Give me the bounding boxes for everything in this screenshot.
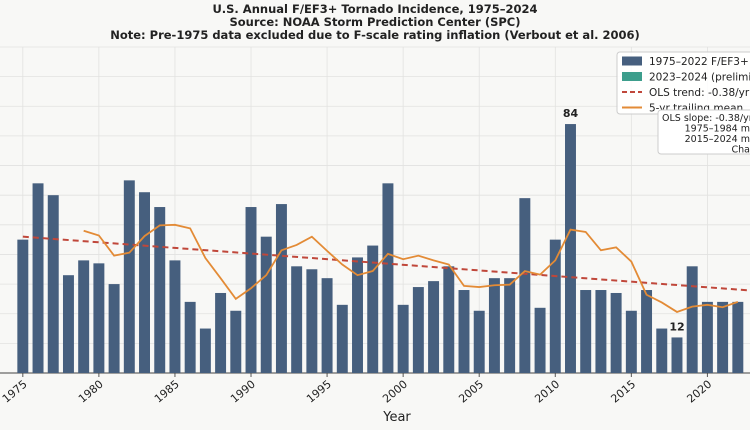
x-tick-label: 2020 [684, 378, 714, 406]
x-tick-label: 1995 [304, 378, 334, 406]
annotation-text: 2015–2024 m [685, 134, 750, 145]
bar [656, 328, 668, 373]
legend-swatch [622, 56, 642, 66]
x-axis-label: Year [382, 410, 411, 425]
bar [732, 301, 744, 373]
bar [17, 239, 29, 373]
bar [352, 257, 363, 373]
bar [245, 207, 257, 373]
bar [610, 292, 622, 373]
x-tick-label: 2015 [608, 378, 638, 406]
x-tick-label: 2010 [532, 378, 562, 406]
bar [199, 328, 211, 373]
legend-swatch [622, 72, 642, 81]
chart-note: Note: Pre-1975 data excluded due to F-sc… [110, 28, 640, 42]
bar [519, 198, 531, 373]
annotation-box [657, 109, 750, 155]
bar [549, 239, 561, 373]
bar [78, 260, 90, 373]
bar [641, 290, 653, 373]
bar [534, 307, 546, 373]
bar [565, 124, 576, 374]
annotation-text: OLS slope: -0.38/yr [662, 113, 750, 124]
bar [260, 236, 272, 373]
bar [291, 266, 303, 373]
bar [397, 304, 409, 373]
bar [473, 310, 485, 373]
legend-label: 2023–2024 (prelimin [649, 72, 750, 84]
bar [32, 183, 44, 373]
bar [184, 301, 196, 373]
bar [93, 263, 105, 373]
bar [625, 310, 637, 373]
data-label: 12 [669, 320, 684, 333]
bar [62, 275, 74, 373]
bar [169, 260, 181, 373]
legend-label: OLS trend: -0.38/yr p [649, 87, 750, 99]
bar [686, 266, 698, 373]
bar [108, 284, 120, 373]
line [83, 223, 739, 313]
x-tick-label: 1975 [0, 378, 30, 406]
annotation-text: Cha [732, 145, 750, 156]
bar [595, 290, 607, 373]
bar [580, 290, 592, 373]
bar [230, 310, 242, 373]
bar [412, 287, 424, 373]
bar [139, 192, 150, 373]
bar [123, 180, 135, 373]
bar [367, 245, 379, 373]
x-tick-label: 1980 [76, 378, 106, 406]
bar [504, 278, 516, 373]
bar [47, 195, 59, 373]
x-tick-label: 2005 [456, 378, 486, 406]
bar [336, 304, 348, 373]
bar [701, 301, 713, 373]
bar [488, 278, 500, 373]
annotation-text: 1975–1984 m [685, 124, 750, 135]
bar [382, 183, 394, 373]
data-label: 84 [563, 107, 579, 120]
bar [428, 281, 440, 373]
bar [275, 204, 287, 373]
chart-subtitle: Source: NOAA Storm Prediction Center (SP… [230, 15, 521, 29]
x-tick-label: 1990 [228, 378, 258, 406]
bar [154, 207, 166, 373]
bar [321, 278, 333, 373]
bar [215, 292, 227, 373]
bar [443, 266, 455, 373]
bar [458, 290, 470, 373]
chart-title: U.S. Annual F/EF3+ Tornado Incidence, 19… [212, 2, 537, 16]
x-tick-label: 2000 [380, 378, 410, 406]
trend-line [22, 235, 750, 292]
bar [306, 269, 318, 373]
legend: 1975–2022 F/EF3+ to 2023–2024 (prelimin OL… [616, 51, 750, 115]
legend-label: 1975–2022 F/EF3+ to [649, 56, 750, 68]
bar [717, 301, 729, 373]
x-tick-label: 1985 [152, 378, 182, 406]
bar [671, 337, 683, 373]
